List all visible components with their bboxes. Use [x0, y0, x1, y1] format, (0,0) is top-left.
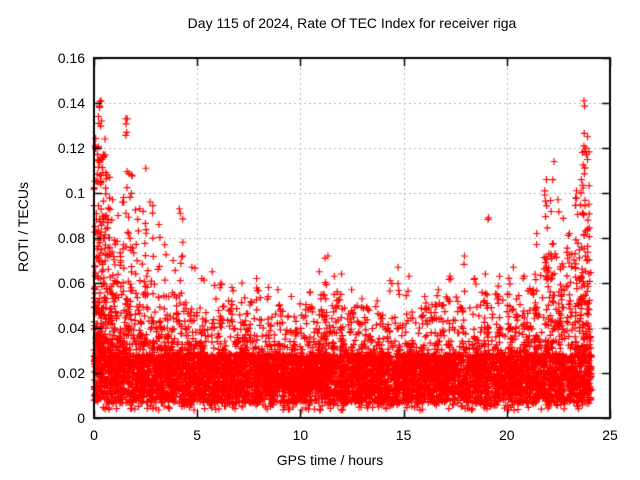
x-tick-label: 15	[395, 427, 412, 443]
x-tick-label: 0	[90, 427, 98, 443]
x-tick-label: 20	[499, 427, 515, 443]
y-tick-label: 0	[77, 410, 85, 426]
y-tick-label: 0.12	[57, 140, 85, 156]
y-tick-label: 0.06	[57, 275, 85, 291]
x-tick-label: 10	[292, 427, 309, 443]
x-tick-label: 5	[193, 427, 202, 443]
x-axis-title: GPS time / hours	[276, 452, 384, 468]
y-tick-label: 0.16	[57, 50, 85, 66]
chart-title: Day 115 of 2024, Rate Of TEC Index for r…	[187, 15, 517, 31]
y-tick-label: 0.14	[57, 95, 85, 111]
y-tick-label: 0.02	[57, 365, 85, 381]
x-tick-label: 25	[602, 427, 618, 443]
y-tick-label: 0.1	[65, 185, 85, 201]
y-tick-label: 0.04	[57, 320, 85, 336]
y-tick-label: 0.08	[57, 230, 85, 246]
